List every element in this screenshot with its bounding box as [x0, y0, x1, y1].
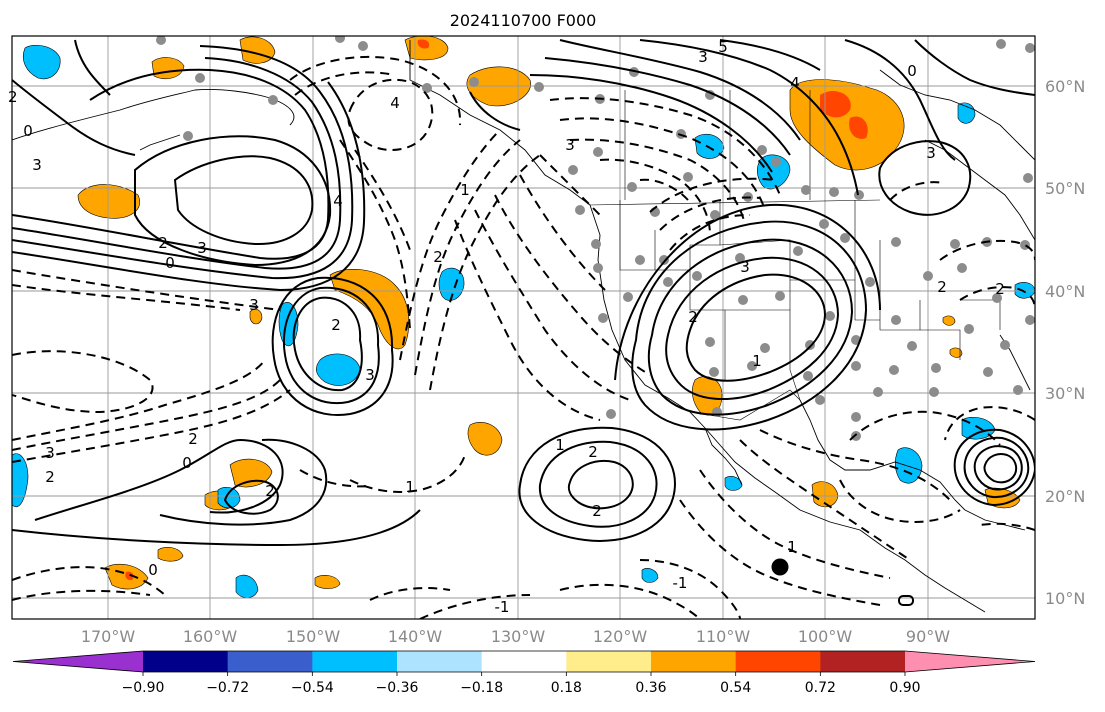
latitude-labels: 60°N 50°N 40°N 30°N 20°N 10°N	[1045, 77, 1085, 608]
contour-label: 3	[740, 258, 750, 276]
lon-label: 100°W	[798, 627, 853, 646]
contour-label: 3	[197, 239, 207, 257]
lon-label: 120°W	[593, 627, 648, 646]
contour-label: -1	[673, 574, 688, 592]
contour-label: 2	[592, 502, 602, 520]
contour-label: 3	[249, 296, 259, 314]
colorbar-tick-label: 0.90	[889, 680, 920, 696]
colorbar-tick-label: −0.72	[206, 680, 249, 696]
contour-label: -1	[495, 598, 510, 616]
map-title: 2024110700 F000	[450, 11, 597, 30]
colorbar-tick-label: −0.54	[291, 680, 334, 696]
lon-label: 160°W	[183, 627, 238, 646]
colorbar-tick-label: −0.36	[376, 680, 419, 696]
contour-label: 4	[390, 94, 400, 112]
colorbar-segment	[566, 651, 652, 672]
contour-label: 0	[907, 62, 917, 80]
political-borders	[589, 90, 1001, 421]
map-panel: 5 3 0 4 3 2 3 0 1 4 3 2 2 3 3 2 0 3 2 2 …	[8, 35, 1036, 620]
contour-label: 0	[148, 561, 158, 579]
colorbar-tick-label: 0.18	[551, 680, 582, 696]
contour-label: 2	[265, 482, 275, 500]
contour-label: 2	[158, 234, 168, 252]
contour-label: 2	[8, 88, 18, 106]
contour-label: 2	[588, 443, 598, 461]
contour-label: 2	[331, 316, 341, 334]
contour-label: 1	[787, 538, 797, 556]
dashed-contours	[12, 55, 1035, 619]
contour-label: 3	[565, 136, 575, 154]
contour-label: 3	[45, 444, 55, 462]
contour-label: 1	[460, 181, 470, 199]
contour-label: 2	[688, 308, 698, 326]
colorbar-segment	[651, 651, 737, 672]
contour-label: 0	[165, 254, 175, 272]
colorbar-segment	[735, 651, 821, 672]
contour-label: 2	[433, 248, 443, 266]
colorbar-segment	[227, 651, 313, 672]
lat-label: 50°N	[1045, 179, 1085, 198]
colorbar-segment	[481, 651, 567, 672]
contour-label: 3	[365, 366, 375, 384]
longitude-labels: 170°W 160°W 150°W 140°W 130°W 120°W 110°…	[81, 627, 950, 646]
lat-label: 10°N	[1045, 589, 1085, 608]
highlight-station-marker	[771, 558, 789, 576]
colorbar-extend-high	[905, 651, 1035, 672]
colorbar-segment	[143, 651, 229, 672]
lat-label: 20°N	[1045, 487, 1085, 506]
contour-label: 2	[995, 280, 1005, 298]
lon-label: 110°W	[696, 627, 751, 646]
contour-label: 0	[182, 454, 192, 472]
contour-labels: 5 3 0 4 3 2 3 0 1 4 3 2 2 3 3 2 0 3 2 2 …	[8, 38, 1005, 616]
contour-label: 2	[188, 430, 198, 448]
contour-label: 2	[45, 468, 55, 486]
colorbar-tick-label: −0.18	[460, 680, 503, 696]
contour-label: 1	[752, 352, 762, 370]
contour-label: 4	[333, 192, 343, 210]
colorbar-segment	[397, 651, 483, 672]
contour-label: 3	[698, 48, 708, 66]
station-markers	[156, 36, 1035, 441]
lon-label: 140°W	[388, 627, 443, 646]
lat-label: 40°N	[1045, 282, 1085, 301]
contour-label: 4	[790, 74, 800, 92]
contour-label: 0	[23, 122, 33, 140]
contour-label: 2	[937, 278, 947, 296]
map-frame	[11, 35, 1036, 620]
colorbar-segment	[820, 651, 906, 672]
colorbar-segment	[312, 651, 398, 672]
lon-label: 90°W	[906, 627, 950, 646]
contour-label: 3	[926, 144, 936, 162]
solid-contours	[12, 39, 1035, 547]
colorbar: −0.90 −0.72 −0.54 −0.36 −0.18 0.18 0.36 0.54 0.7…	[12, 650, 1036, 696]
lat-label: 30°N	[1045, 384, 1085, 403]
lat-label: 60°N	[1045, 77, 1085, 96]
station-marker-square	[898, 595, 914, 606]
lon-label: 130°W	[491, 627, 546, 646]
lon-label: 150°W	[286, 627, 341, 646]
contour-label: 5	[718, 38, 728, 56]
contour-label: 1	[555, 436, 565, 454]
contour-label: 1	[405, 478, 415, 496]
colorbar-tick-label: 0.72	[805, 680, 836, 696]
colorbar-extend-low	[13, 651, 143, 672]
colorbar-tick-label: 0.36	[635, 680, 666, 696]
colorbar-tick-label: 0.54	[720, 680, 751, 696]
lon-label: 170°W	[81, 627, 136, 646]
colorbar-tick-label: −0.90	[122, 680, 165, 696]
contour-label: 3	[32, 156, 42, 174]
